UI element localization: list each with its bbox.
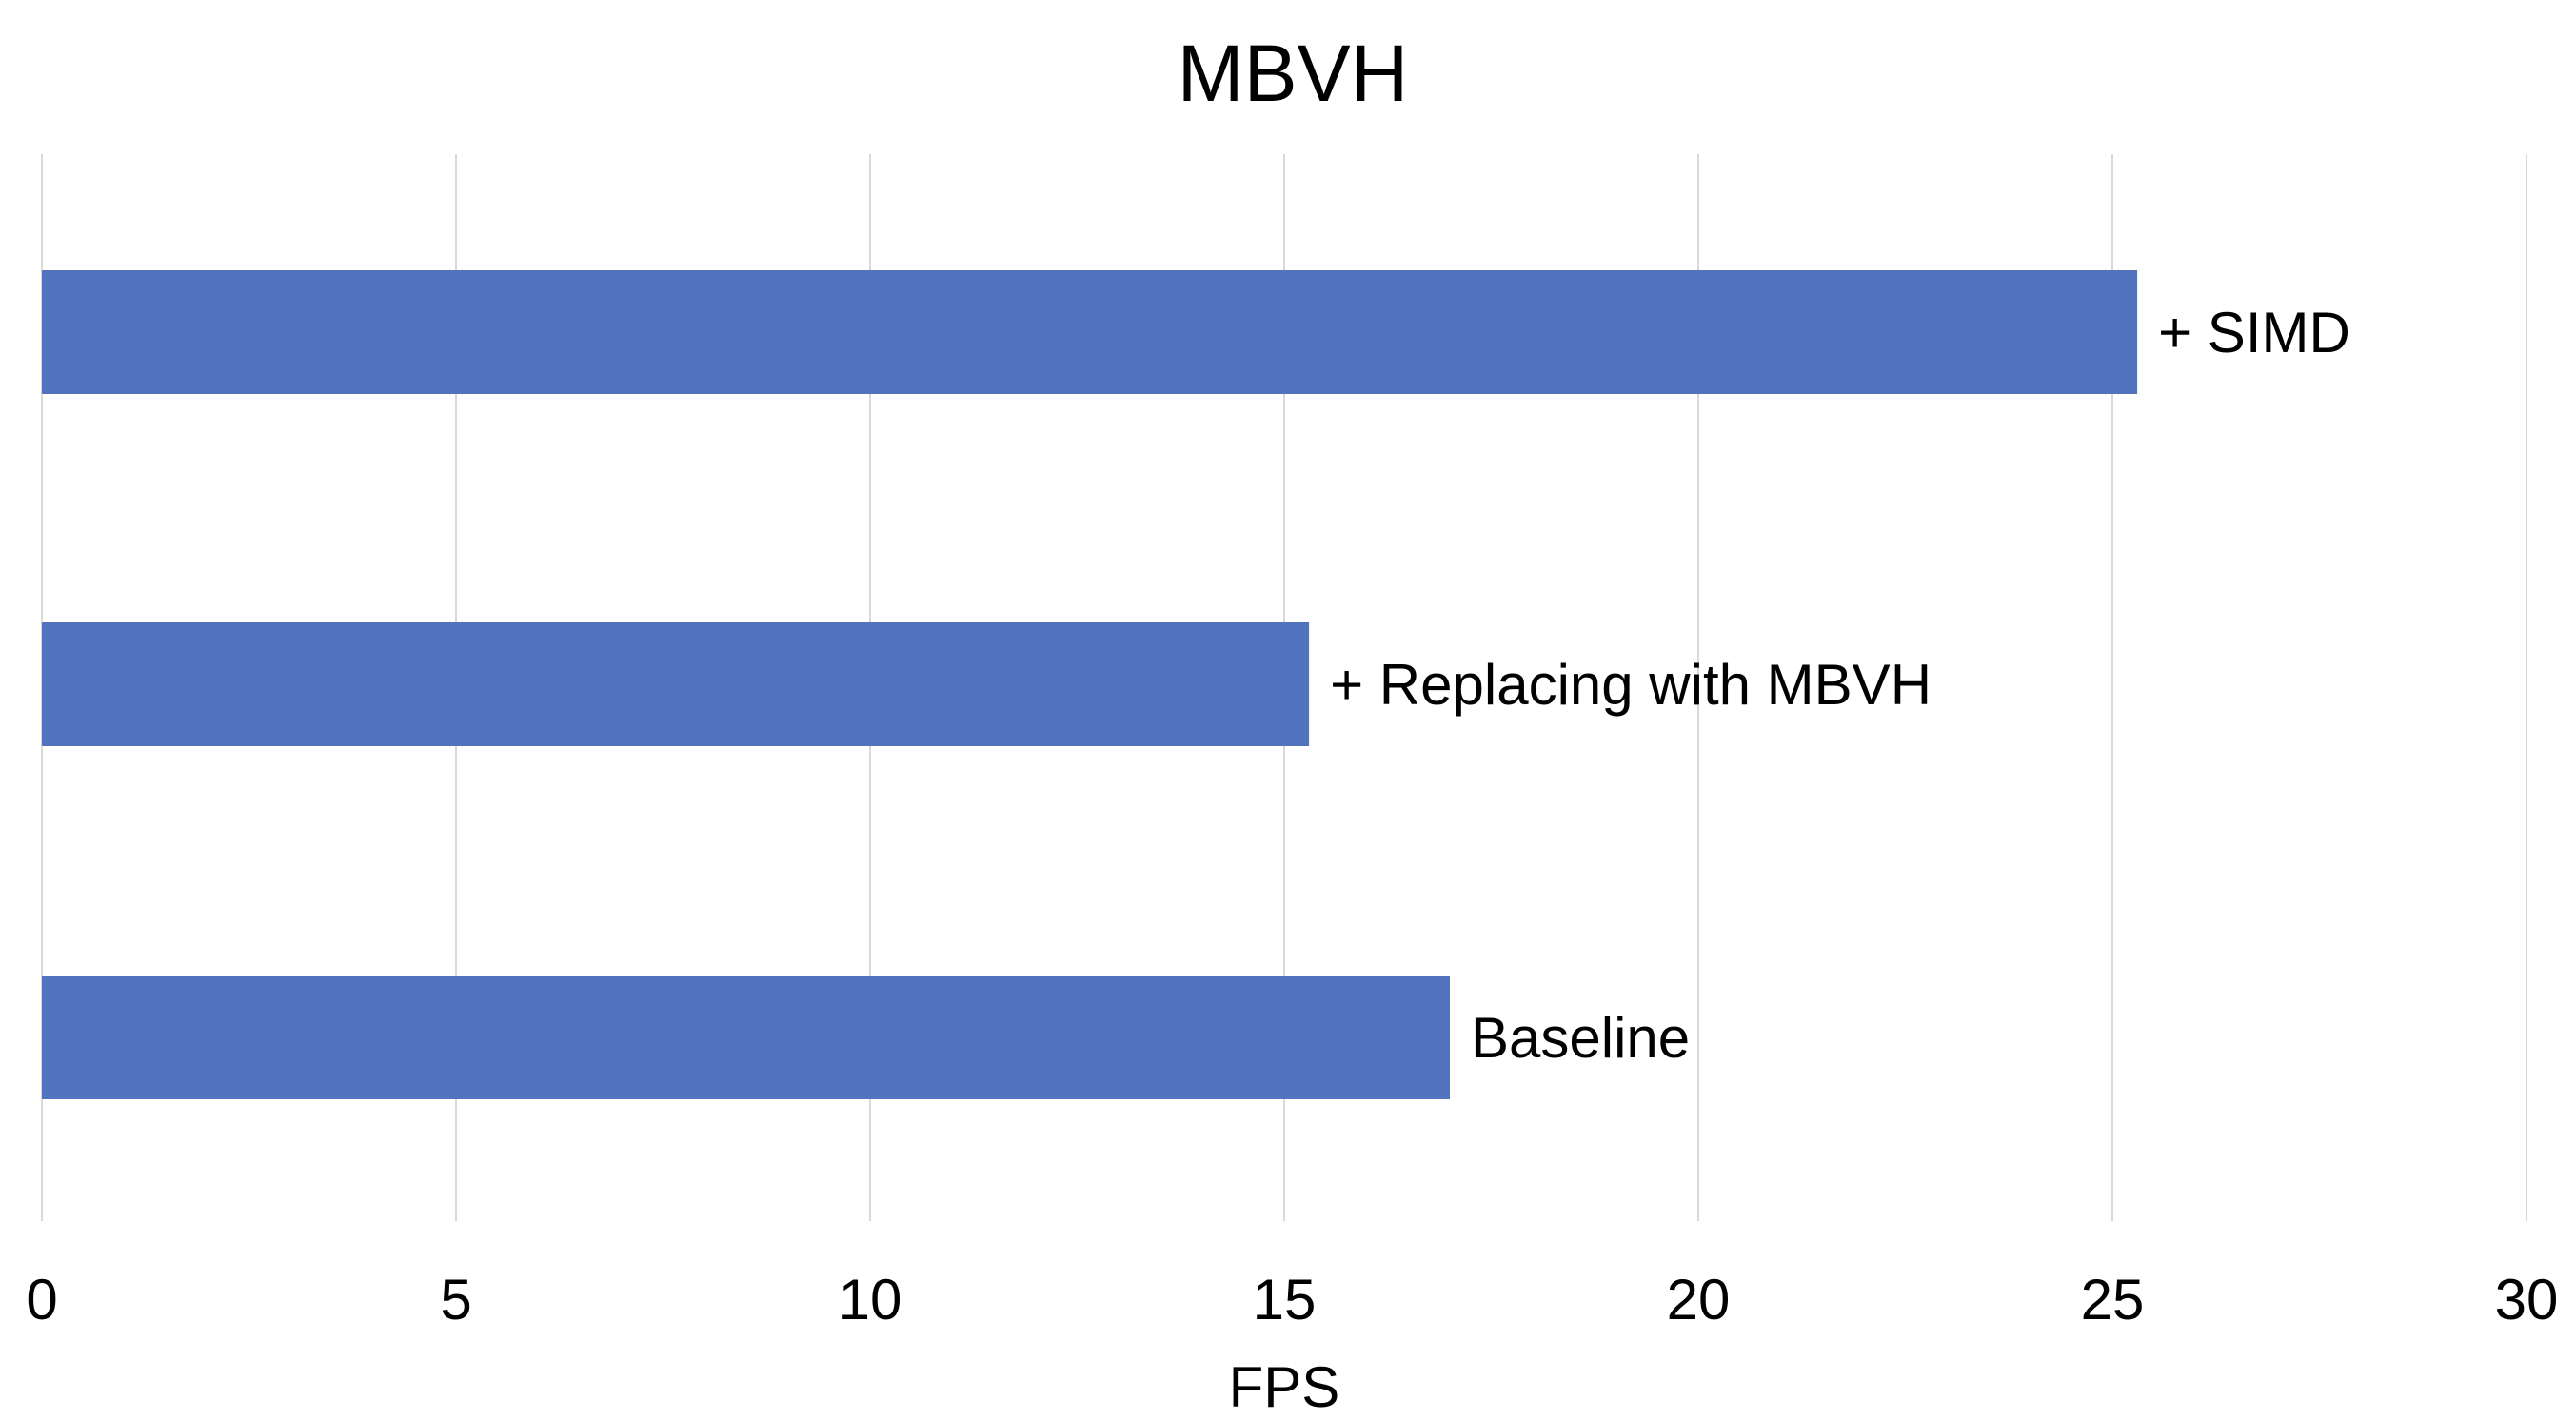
- x-tick-label: 20: [1667, 1268, 1731, 1331]
- x-tick-label: 0: [26, 1268, 57, 1331]
- x-tick-label: 10: [839, 1268, 902, 1331]
- x-tick-label: 15: [1253, 1268, 1317, 1331]
- bar: [42, 622, 1310, 746]
- bar-category-label: Baseline: [1471, 1006, 1690, 1070]
- x-tick-label: 30: [2495, 1268, 2559, 1331]
- x-tick-label: 25: [2081, 1268, 2145, 1331]
- x-tick-labels: 0 5 10 15 20 25 30: [26, 1268, 2558, 1331]
- bars: [42, 270, 2138, 1099]
- bar-category-label: + Replacing with MBVH: [1330, 653, 1932, 717]
- bar-category-label: + SIMD: [2158, 301, 2350, 365]
- x-axis-label: FPS: [1229, 1355, 1340, 1419]
- bar: [42, 270, 2138, 394]
- bar-labels: + SIMD + Replacing with MBVH Baseline: [1330, 301, 2350, 1070]
- x-tick-label: 5: [440, 1268, 471, 1331]
- bar: [42, 976, 1450, 1099]
- chart-title: MBVH: [1178, 29, 1409, 118]
